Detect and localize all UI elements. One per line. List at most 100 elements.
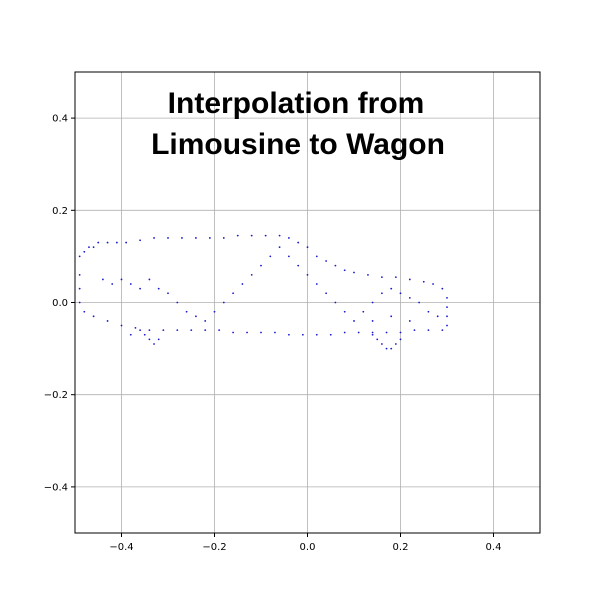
data-point [195,315,197,318]
x-tick-label: −0.2 [202,542,226,553]
data-point [181,237,183,239]
data-point [250,234,253,237]
y-tick-label: 0.4 [52,114,68,125]
data-point [78,255,81,258]
data-point [343,269,346,272]
data-point [441,287,444,290]
data-point [427,310,430,313]
data-point [88,246,90,249]
data-point [399,292,402,295]
data-point [418,301,420,304]
data-point [153,343,155,345]
data-point [315,255,318,258]
data-point [408,278,411,281]
data-point [371,331,374,334]
data-point [297,241,300,244]
data-point [106,320,109,322]
data-point [371,333,374,336]
data-point [371,320,374,322]
data-point [232,292,235,295]
data-point [446,315,448,318]
data-point [167,237,169,239]
data-point [222,237,225,239]
data-point [325,292,327,295]
data-point [78,287,81,290]
data-point [139,287,142,290]
x-tick-label: 0.2 [393,542,409,553]
data-point [157,338,160,341]
data-point [143,333,146,336]
data-point [399,331,402,334]
data-point [129,283,132,285]
x-tick-label: 0.0 [300,542,316,553]
data-point [218,329,221,332]
data-point [353,320,355,322]
data-point [232,331,235,334]
data-point [92,246,95,249]
grid-lines [75,72,540,533]
data-point [446,306,448,309]
chart-title-line-2: Limousine to Wagon [151,128,445,161]
data-point [278,234,281,237]
data-point [432,283,434,285]
x-tick-label: 0.4 [486,542,502,553]
x-tick-label: −0.4 [109,542,133,553]
y-tick-label: 0.0 [52,298,68,309]
data-point [381,292,383,295]
data-point [362,310,365,313]
data-point [83,310,86,313]
data-point [148,338,151,341]
data-point [343,331,346,334]
data-point [250,273,253,276]
data-point [139,239,142,242]
data-point [115,241,118,244]
data-point [78,273,81,276]
data-point [208,237,211,239]
data-point [148,278,151,281]
data-point [427,329,430,332]
data-point [381,276,383,279]
data-points [78,234,448,350]
data-point [176,329,179,332]
data-point [274,331,276,334]
data-point [394,276,397,279]
data-point [288,255,290,258]
data-point [264,234,267,237]
data-point [167,292,169,295]
y-axis-ticks: −0.4 −0.2 0.0 0.2 0.4 [44,114,75,493]
data-point [92,315,95,318]
data-point [408,296,411,299]
data-point [157,287,160,290]
data-point [315,333,318,336]
data-point [288,237,290,239]
data-point [269,255,272,258]
data-point [120,324,123,327]
data-point [195,237,197,239]
y-tick-label: −0.2 [44,390,68,401]
data-point [422,280,425,283]
data-point [334,264,337,267]
data-point [390,287,393,290]
data-point [241,283,244,285]
data-point [260,331,262,334]
data-point [106,241,109,244]
data-point [353,271,355,274]
data-point [278,246,281,249]
data-point [120,278,123,281]
data-point [222,301,225,304]
y-tick-label: −0.4 [44,482,68,493]
data-point [190,329,193,332]
data-point [394,343,397,345]
data-point [213,310,216,313]
data-point [185,310,188,313]
data-point [306,273,309,276]
data-point [153,237,155,239]
data-point [446,296,448,299]
data-point [236,234,239,237]
data-point [436,315,439,318]
data-point [176,301,179,304]
data-point [204,320,207,322]
chart-title-line-1: Interpolation from [168,87,425,120]
data-point [111,283,114,285]
